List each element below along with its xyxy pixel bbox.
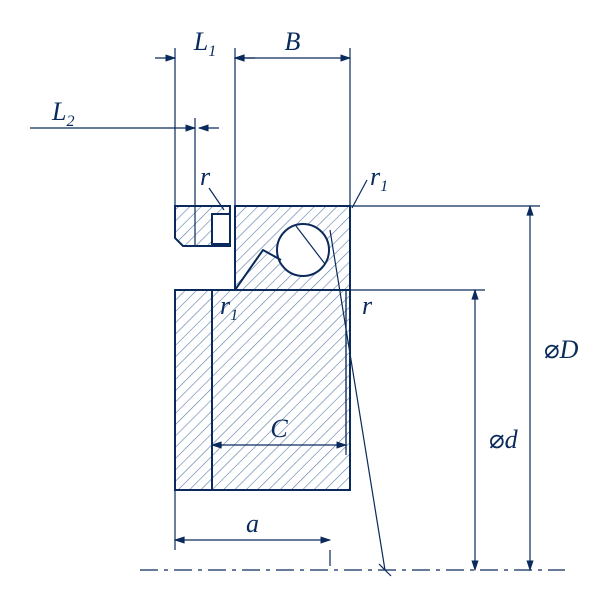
svg-text:B: B <box>285 27 301 56</box>
svg-text:r: r <box>200 162 211 191</box>
bearing-diagram: L1BL2rr1r1rCa⌀d⌀D <box>0 0 600 600</box>
svg-text:r: r <box>362 291 373 320</box>
svg-text:⌀d: ⌀d <box>489 425 519 454</box>
svg-text:r1: r1 <box>370 162 388 195</box>
svg-text:L1: L1 <box>193 27 217 60</box>
svg-text:⌀D: ⌀D <box>544 335 579 364</box>
svg-text:L2: L2 <box>51 97 75 130</box>
svg-text:C: C <box>270 414 288 443</box>
svg-text:a: a <box>246 509 259 538</box>
